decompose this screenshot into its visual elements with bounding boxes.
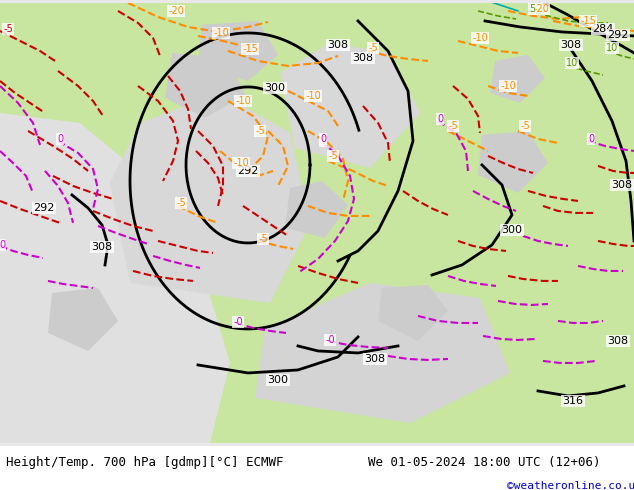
Text: -10: -10 xyxy=(472,33,488,43)
Text: 300: 300 xyxy=(501,225,522,235)
Text: 0: 0 xyxy=(57,134,63,144)
Text: -5: -5 xyxy=(520,121,530,131)
Polygon shape xyxy=(198,21,278,81)
Text: 0: 0 xyxy=(320,136,326,146)
Text: 308: 308 xyxy=(365,354,385,364)
Text: -10: -10 xyxy=(233,158,249,168)
Text: -10: -10 xyxy=(500,81,516,91)
Text: -10: -10 xyxy=(213,28,229,38)
Text: 308: 308 xyxy=(611,180,633,190)
Text: -10: -10 xyxy=(305,91,321,101)
Text: 300: 300 xyxy=(264,83,285,93)
Text: -15: -15 xyxy=(580,16,596,26)
Text: Height/Temp. 700 hPa [gdmp][°C] ECMWF: Height/Temp. 700 hPa [gdmp][°C] ECMWF xyxy=(6,456,284,469)
Text: -0: -0 xyxy=(325,335,335,345)
Text: 316: 316 xyxy=(562,396,583,406)
Polygon shape xyxy=(165,53,245,118)
Text: 300: 300 xyxy=(268,375,288,385)
Text: -0: -0 xyxy=(233,317,243,327)
Polygon shape xyxy=(478,131,548,193)
Polygon shape xyxy=(378,285,448,341)
Polygon shape xyxy=(280,43,420,168)
Text: 292: 292 xyxy=(607,30,629,40)
Text: 308: 308 xyxy=(353,53,373,63)
Text: 5: 5 xyxy=(529,4,535,14)
Text: 308: 308 xyxy=(91,242,113,252)
Text: -15: -15 xyxy=(242,44,258,54)
Text: ©weatheronline.co.uk: ©weatheronline.co.uk xyxy=(507,482,634,490)
Text: -5: -5 xyxy=(255,126,265,136)
Polygon shape xyxy=(285,181,348,238)
Polygon shape xyxy=(490,55,545,103)
Text: 10: 10 xyxy=(566,58,578,68)
Text: -10: -10 xyxy=(235,96,251,106)
Text: 10: 10 xyxy=(606,43,618,53)
Polygon shape xyxy=(0,113,230,443)
Text: -5: -5 xyxy=(368,43,378,53)
Text: We 01-05-2024 18:00 UTC (12+06): We 01-05-2024 18:00 UTC (12+06) xyxy=(368,456,600,469)
Polygon shape xyxy=(255,283,510,423)
Text: -5: -5 xyxy=(448,121,458,131)
Polygon shape xyxy=(48,288,118,351)
Text: 308: 308 xyxy=(560,40,581,50)
Text: 0: 0 xyxy=(320,134,326,144)
Text: 308: 308 xyxy=(327,40,349,50)
Text: -20: -20 xyxy=(533,4,549,14)
Text: -20: -20 xyxy=(168,6,184,16)
Text: 292: 292 xyxy=(34,203,55,213)
Text: 0: 0 xyxy=(588,134,594,144)
Text: 0: 0 xyxy=(437,114,443,124)
Text: -5: -5 xyxy=(3,24,13,34)
Text: -5: -5 xyxy=(258,234,268,244)
Text: -5: -5 xyxy=(328,151,338,161)
Text: 0: 0 xyxy=(0,240,5,250)
Text: 284: 284 xyxy=(592,24,614,34)
Polygon shape xyxy=(110,93,310,303)
Text: 292: 292 xyxy=(237,166,259,176)
Text: -5: -5 xyxy=(176,198,186,208)
Text: 308: 308 xyxy=(607,336,628,346)
